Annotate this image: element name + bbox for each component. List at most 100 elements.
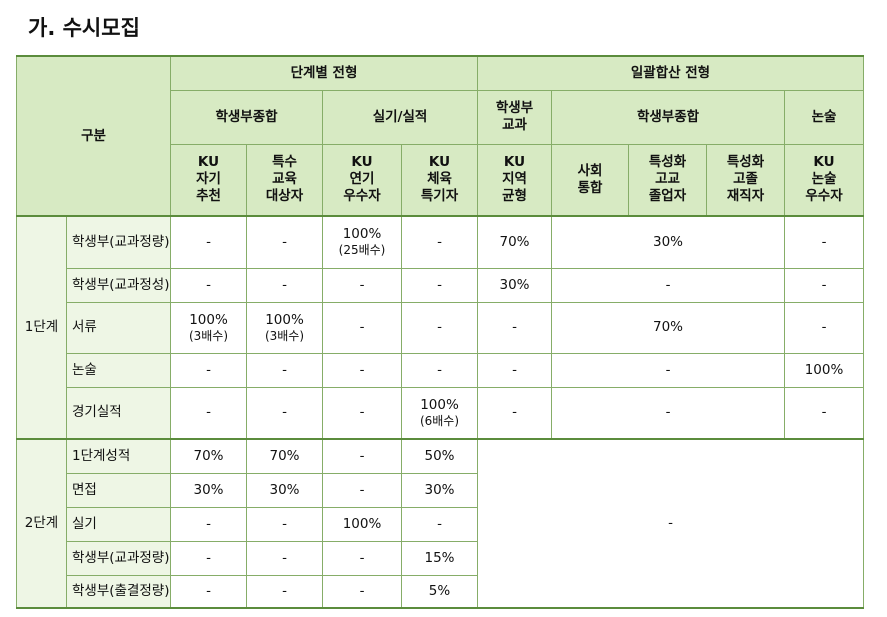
item-name: 학생부(교과정성) <box>66 267 171 303</box>
value-cell: - <box>170 386 247 440</box>
value-cell: - <box>322 352 402 388</box>
value-cell: - <box>784 267 864 303</box>
header-cell: KU 자기 추천 <box>170 143 247 217</box>
cell-line: 특성화 <box>648 154 687 171</box>
cell-line: 연기 <box>349 171 375 188</box>
value-cell: - <box>322 267 402 303</box>
header-cell: 구분 <box>16 55 171 217</box>
stage-name: 1단계 <box>16 215 67 440</box>
body-row: 경기실적 - - -100% (6배수) - - - <box>17 386 864 440</box>
value-cell: - <box>784 301 864 354</box>
value-cell: - <box>784 386 864 440</box>
value-cell: - <box>170 574 247 609</box>
header-row: 구분 단계별 전형 일괄합산 전형 <box>16 55 864 217</box>
item-name: 실기 <box>66 506 171 542</box>
header-row: 학생부종합 실기/실적 학생부 교과 학생부종합 논술 <box>17 89 864 145</box>
header-cell: 실기/실적 <box>322 89 478 145</box>
cell-line: 교육 <box>272 171 297 188</box>
value-cell: - <box>322 386 402 440</box>
cell-line: 지역 <box>502 171 527 188</box>
body-row: 학생부(교과정성) - - - -30% - - <box>17 267 864 303</box>
value-cell: 100% (6배수) <box>401 386 478 440</box>
header-cell: 학생부종합 <box>551 89 785 145</box>
value-cell: 70% <box>477 215 552 269</box>
value-cell: 30% <box>246 472 323 508</box>
value-cell: - <box>401 352 478 388</box>
cell-line: 논술 <box>811 171 837 188</box>
cell-line: 특기자 <box>420 188 459 205</box>
header-cell: KU 연기 우수자 <box>322 143 402 217</box>
body-row: 학생부(출결정량) - - -5% <box>17 574 864 609</box>
value-cell: 30% <box>401 472 478 508</box>
cell-line: (3배수) <box>188 328 229 343</box>
header-cell: 특성화 고졸 재직자 <box>706 143 785 217</box>
header-cell: 학생부종합 <box>170 89 323 145</box>
cell-line: 대상자 <box>265 188 304 205</box>
value-cell: - <box>170 352 247 388</box>
value-cell: - <box>322 438 402 474</box>
cell-line: 자기 <box>196 171 221 188</box>
stage-name: 2단계 <box>16 438 67 609</box>
cell-line: (6배수) <box>419 413 460 428</box>
value-cell: - <box>477 352 552 388</box>
value-cell: - <box>401 267 478 303</box>
item-name: 학생부(출결정량) <box>66 574 171 609</box>
cell-line: 100% <box>265 311 304 328</box>
header-cell: 특성화 고교 졸업자 <box>628 143 707 217</box>
value-cell: 50% <box>401 438 478 474</box>
value-cell: 5% <box>401 574 478 609</box>
cell-line: 통합 <box>577 179 603 196</box>
item-name: 논술 <box>66 352 171 388</box>
cell-line: 100% <box>189 311 228 328</box>
value-cell: 100% <box>322 506 402 542</box>
item-name: 학생부(교과정량) <box>66 540 171 576</box>
value-cell: 100% (3배수) <box>170 301 247 354</box>
item-name: 학생부(교과정량) <box>66 215 171 269</box>
value-cell: - <box>784 215 864 269</box>
value-cell: - <box>170 267 247 303</box>
item-name: 서류 <box>66 301 171 354</box>
value-cell: 30% <box>551 215 785 269</box>
body-row: 1단계 학생부(교과정량) - -100% (25배수) -70% 30% - <box>16 215 864 440</box>
cell-line: 특성화 <box>726 154 765 171</box>
value-cell: - <box>551 267 785 303</box>
page-title: 가. 수시모집 <box>28 16 140 40</box>
value-cell: 30% <box>170 472 247 508</box>
cell-line: 사회 <box>577 162 603 179</box>
value-cell: - <box>401 301 478 354</box>
cell-line: 교과 <box>502 117 527 133</box>
value-cell: 100% (3배수) <box>246 301 323 354</box>
cell-line: (25배수) <box>338 243 386 258</box>
cell-line: KU <box>813 154 835 171</box>
value-cell: 100% <box>784 352 864 388</box>
cell-line: 고졸 <box>733 171 758 188</box>
value-cell: 15% <box>401 540 478 576</box>
value-cell: - <box>170 506 247 542</box>
value-cell: - <box>551 386 785 440</box>
value-cell: - <box>477 386 552 440</box>
cell-line: 우수자 <box>805 188 843 205</box>
body-row: 서류 100% (3배수) 100% (3배수) - - -70% - <box>17 301 864 354</box>
value-cell: 30% <box>477 267 552 303</box>
cell-line: 우수자 <box>343 188 381 205</box>
header-cell: 일괄합산 전형 <box>477 55 864 91</box>
cell-line: (3배수) <box>264 328 305 343</box>
cell-line: 학생부 <box>495 100 534 116</box>
value-cell: - <box>322 301 402 354</box>
cell-line: 특수 <box>272 154 297 171</box>
value-cell: - <box>401 215 478 269</box>
admission-table: 구분 단계별 전형 일괄합산 전형 학생부종합 실기/실적 학생부 교과 학생부종합 논술 KU 자… <box>16 55 864 609</box>
header-row: KU 자기 추천 특수 교육 대상자 KU 연기 우수자 KU 체육 특기자 KU 지역 균형 사회 통합 특성화… <box>17 143 864 217</box>
value-cell: 70% <box>246 438 323 474</box>
value-cell: - <box>246 540 323 576</box>
cell-line: KU <box>503 154 526 171</box>
item-name: 경기실적 <box>66 386 171 440</box>
cell-line: 100% <box>342 226 382 243</box>
value-cell: - <box>246 215 323 269</box>
value-cell: - <box>246 506 323 542</box>
cell-line: 고교 <box>655 171 680 188</box>
value-cell: - <box>401 506 478 542</box>
cell-line: 졸업자 <box>648 188 687 205</box>
item-name: 1단계성적 <box>66 438 171 474</box>
